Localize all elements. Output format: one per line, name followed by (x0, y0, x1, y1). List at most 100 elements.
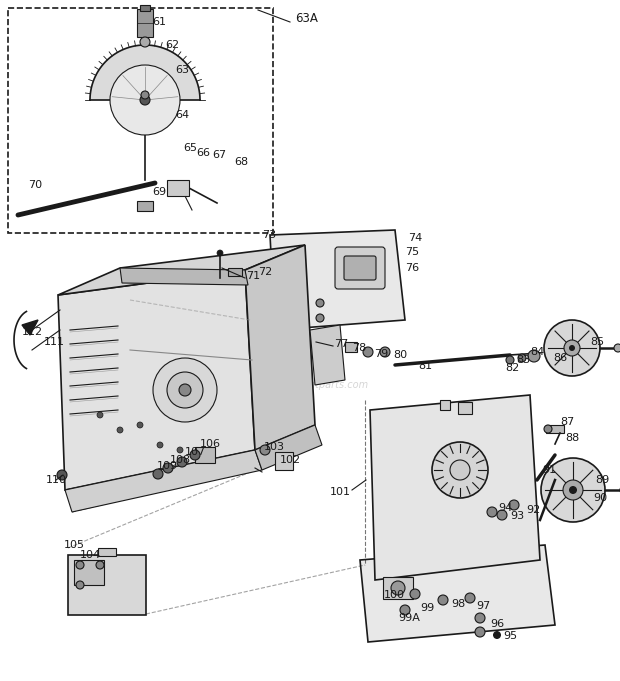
Circle shape (260, 445, 270, 455)
Text: 79: 79 (374, 349, 388, 359)
Text: 61: 61 (152, 17, 166, 27)
Text: 88: 88 (565, 433, 579, 443)
Text: 81: 81 (418, 361, 432, 371)
Text: 67: 67 (212, 150, 226, 160)
Text: 89: 89 (595, 475, 609, 485)
Circle shape (432, 442, 488, 498)
Circle shape (450, 460, 470, 480)
Text: 108: 108 (170, 455, 191, 465)
Circle shape (614, 344, 620, 352)
Text: 62: 62 (165, 40, 179, 50)
Circle shape (141, 91, 149, 99)
Text: 106: 106 (200, 439, 221, 449)
Circle shape (167, 372, 203, 408)
Text: 94: 94 (498, 503, 512, 513)
Circle shape (497, 510, 507, 520)
Circle shape (177, 457, 187, 467)
Circle shape (493, 631, 501, 639)
Text: 66: 66 (196, 148, 210, 158)
Circle shape (177, 447, 183, 453)
Circle shape (153, 469, 163, 479)
Text: 105: 105 (64, 540, 85, 550)
Circle shape (564, 340, 580, 356)
Text: 91: 91 (542, 465, 556, 475)
Circle shape (544, 320, 600, 376)
Polygon shape (58, 245, 305, 295)
Bar (98, 548, 116, 556)
Circle shape (163, 463, 173, 473)
Text: 71: 71 (246, 271, 260, 281)
Text: ereplacementparts.com: ereplacementparts.com (252, 380, 368, 390)
Bar (137, 201, 153, 211)
Text: 68: 68 (234, 157, 248, 167)
Circle shape (190, 450, 200, 460)
Text: 99: 99 (420, 603, 434, 613)
Text: 111: 111 (44, 337, 65, 347)
Circle shape (110, 65, 180, 135)
Polygon shape (22, 320, 38, 335)
Circle shape (475, 613, 485, 623)
Polygon shape (255, 425, 322, 470)
Circle shape (96, 561, 104, 569)
Circle shape (541, 458, 605, 522)
Text: 84: 84 (530, 347, 544, 357)
Circle shape (157, 442, 163, 448)
Circle shape (509, 500, 519, 510)
Polygon shape (90, 45, 200, 100)
Text: 76: 76 (405, 263, 419, 273)
Circle shape (363, 347, 373, 357)
Text: 107: 107 (185, 447, 206, 457)
Circle shape (400, 605, 410, 615)
Circle shape (506, 356, 514, 364)
Text: 64: 64 (175, 110, 189, 120)
Text: 75: 75 (405, 247, 419, 257)
Text: 82: 82 (505, 363, 520, 373)
Text: 78: 78 (352, 343, 366, 353)
Circle shape (544, 425, 552, 433)
Text: 73: 73 (262, 230, 276, 240)
Bar (8, 8, 273, 233)
Polygon shape (120, 268, 248, 285)
Polygon shape (65, 450, 262, 512)
Polygon shape (245, 245, 315, 450)
Text: 83: 83 (516, 355, 530, 365)
Text: 70: 70 (28, 180, 42, 190)
Circle shape (179, 384, 191, 396)
Bar (74, 560, 104, 585)
Polygon shape (370, 395, 540, 580)
Bar (546, 425, 564, 433)
Text: 104: 104 (80, 550, 101, 560)
Bar (458, 402, 472, 414)
Circle shape (563, 480, 583, 500)
Circle shape (391, 581, 405, 595)
Bar (345, 342, 357, 352)
Polygon shape (58, 270, 255, 490)
Bar (195, 447, 215, 463)
Circle shape (217, 250, 223, 256)
Circle shape (97, 412, 103, 418)
Circle shape (528, 350, 540, 362)
Text: 77: 77 (334, 339, 348, 349)
Text: 101: 101 (330, 487, 351, 497)
Circle shape (380, 347, 390, 357)
Circle shape (137, 422, 143, 428)
Bar (137, 9, 153, 37)
Circle shape (153, 358, 217, 422)
Text: 74: 74 (408, 233, 422, 243)
Circle shape (410, 589, 420, 599)
Circle shape (569, 345, 575, 351)
Text: 85: 85 (590, 337, 604, 347)
Text: 87: 87 (560, 417, 574, 427)
Circle shape (438, 595, 448, 605)
Circle shape (57, 470, 67, 480)
Text: 109: 109 (157, 461, 178, 471)
FancyBboxPatch shape (344, 256, 376, 280)
Text: 112: 112 (22, 327, 43, 337)
Text: 95: 95 (503, 631, 517, 641)
Circle shape (76, 561, 84, 569)
Text: 97: 97 (476, 601, 490, 611)
Text: 69: 69 (152, 187, 166, 197)
Polygon shape (360, 545, 555, 642)
Bar (140, 5, 150, 11)
Text: 96: 96 (490, 619, 504, 629)
